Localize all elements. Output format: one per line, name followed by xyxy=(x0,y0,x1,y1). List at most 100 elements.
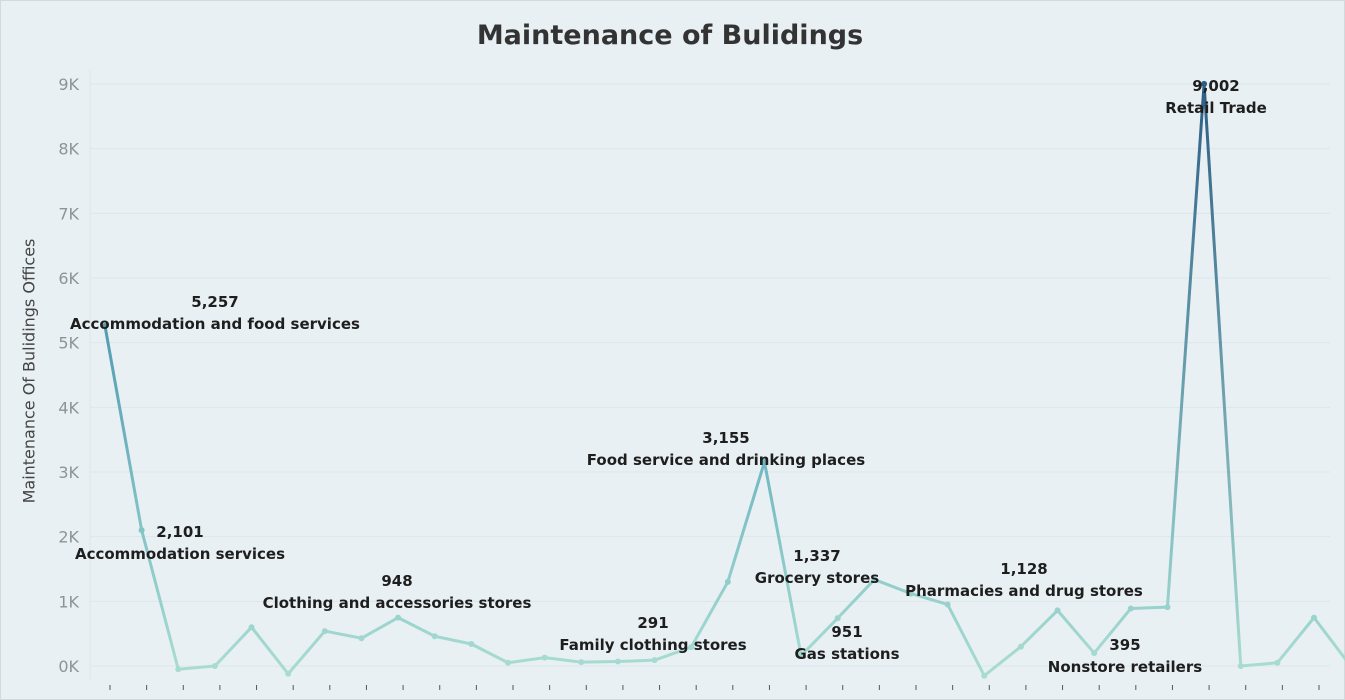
data-point[interactable] xyxy=(761,458,768,465)
series-line-segment xyxy=(359,616,400,640)
series-line-segment xyxy=(1239,661,1279,668)
data-point[interactable] xyxy=(138,527,145,534)
series-line-segment xyxy=(1056,608,1096,655)
chart-title: Maintenance of Bulidings xyxy=(476,20,864,51)
data-point[interactable] xyxy=(321,628,328,635)
data-point[interactable] xyxy=(1311,614,1317,621)
series-line-segment xyxy=(1202,82,1243,668)
y-tick-label: 5K xyxy=(58,334,79,353)
data-label-value: 3,155 xyxy=(702,429,749,447)
data-point[interactable] xyxy=(395,614,402,621)
data-label-value: 395 xyxy=(1109,636,1140,654)
series-line-segment xyxy=(579,659,620,664)
data-point[interactable] xyxy=(1054,607,1061,614)
data-point[interactable] xyxy=(1017,643,1024,650)
data-label-value: 951 xyxy=(831,623,862,641)
series-line-segment xyxy=(103,324,144,532)
data-label-value: 1,128 xyxy=(1000,560,1047,578)
data-label-value: 5,257 xyxy=(191,293,238,311)
data-label-name: Retail Trade xyxy=(1165,99,1267,117)
data-point[interactable] xyxy=(981,672,988,679)
y-tick-label: 6K xyxy=(58,269,79,288)
series-line-segment xyxy=(1312,616,1345,662)
data-point[interactable] xyxy=(944,601,951,608)
data-point[interactable] xyxy=(248,624,255,631)
y-tick-label: 4K xyxy=(58,398,79,417)
data-point[interactable] xyxy=(431,633,438,640)
data-label-name: Grocery stores xyxy=(755,569,879,587)
y-tick-label: 2K xyxy=(58,528,79,547)
series-line-segment xyxy=(140,528,180,671)
series-line-segment xyxy=(433,634,473,646)
series-line-segment xyxy=(799,616,840,658)
data-point[interactable] xyxy=(358,635,365,642)
data-point[interactable] xyxy=(1274,659,1281,666)
data-point[interactable] xyxy=(688,644,695,651)
series-line-segment xyxy=(946,602,986,678)
data-point[interactable] xyxy=(871,576,878,583)
data-point[interactable] xyxy=(834,615,841,622)
series-line-segment xyxy=(689,580,730,649)
data-point[interactable] xyxy=(651,657,658,664)
data-point[interactable] xyxy=(1164,604,1171,611)
series-line-segment xyxy=(909,592,950,606)
series-line-segment xyxy=(1165,82,1206,609)
data-label-name: Pharmacies and drug stores xyxy=(905,582,1143,600)
data-point[interactable] xyxy=(614,658,621,665)
series-line-segment xyxy=(836,578,876,620)
data-point[interactable] xyxy=(1201,80,1208,87)
data-point[interactable] xyxy=(1127,605,1134,612)
series-line-segment xyxy=(469,642,510,665)
data-point[interactable] xyxy=(505,659,511,666)
data-label-name: Family clothing stores xyxy=(559,636,746,654)
data-point[interactable] xyxy=(211,663,218,669)
data-point[interactable] xyxy=(578,659,585,666)
data-point[interactable] xyxy=(1237,663,1244,669)
y-tick-label: 0K xyxy=(58,657,79,676)
y-tick-label: 3K xyxy=(58,463,79,482)
series-line-segment xyxy=(616,658,657,663)
series-line-segment xyxy=(323,629,363,640)
data-label-name: Accommodation and food services xyxy=(70,315,360,333)
series-line-segment xyxy=(1275,616,1316,665)
data-label-name: Accommodation services xyxy=(75,545,285,563)
series-line-segment xyxy=(250,625,290,676)
data-label-value: 9,002 xyxy=(1192,77,1239,95)
y-tick-label: 9K xyxy=(58,75,79,94)
series-line-segment xyxy=(543,656,583,664)
data-label-value: 2,101 xyxy=(156,523,203,541)
data-point[interactable] xyxy=(798,652,805,659)
y-tick-label: 7K xyxy=(58,204,79,223)
series-line-segment xyxy=(726,460,766,584)
series-line-segment xyxy=(1092,606,1133,655)
data-label-value: 948 xyxy=(381,572,412,590)
series-line-segment xyxy=(176,664,217,671)
series-line-segment xyxy=(213,625,254,668)
series-line-segment xyxy=(396,616,437,638)
series-line-segment xyxy=(1019,608,1060,649)
data-point[interactable] xyxy=(541,654,548,661)
series-line-segment xyxy=(506,656,547,665)
data-point[interactable] xyxy=(468,641,475,648)
series-line-segment xyxy=(762,460,803,658)
series-line-segment xyxy=(653,645,693,662)
series-line-segment xyxy=(982,645,1023,678)
data-point[interactable] xyxy=(1091,650,1098,657)
data-point[interactable] xyxy=(908,590,914,597)
data-label-name: Gas stations xyxy=(794,645,899,663)
y-tick-label: 1K xyxy=(58,592,79,611)
series-line-segment xyxy=(872,578,913,596)
data-point[interactable] xyxy=(102,323,108,330)
data-label-name: Clothing and accessories stores xyxy=(263,594,532,612)
y-tick-label: 8K xyxy=(58,140,79,159)
data-point[interactable] xyxy=(724,578,731,585)
data-point[interactable] xyxy=(285,670,292,677)
series-line-segment xyxy=(286,629,327,676)
data-label-name: Food service and drinking places xyxy=(587,451,865,469)
data-label-value: 291 xyxy=(637,614,668,632)
data-point[interactable] xyxy=(175,666,182,673)
data-label-name: Nonstore retailers xyxy=(1048,658,1202,676)
data-label-value: 1,337 xyxy=(793,547,840,565)
